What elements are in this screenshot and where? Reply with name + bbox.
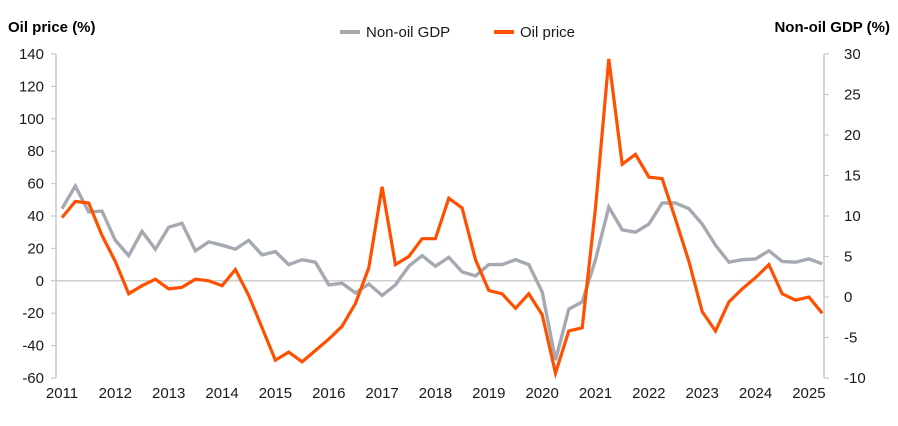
left-axis: 140 120 100 80 60 40 20 0 -20 -40 -60 xyxy=(19,46,57,387)
series-line-non-oil-gdp xyxy=(60,182,823,361)
left-axis-tick-label: -40 xyxy=(22,338,44,355)
x-axis-tick-label: 2013 xyxy=(152,385,185,402)
right-axis-tick-label: 30 xyxy=(844,46,861,63)
right-axis-tick-label: -10 xyxy=(844,370,866,387)
right-axis-tick-label: 10 xyxy=(844,208,861,225)
x-axis-tick-label: 2018 xyxy=(419,385,452,402)
x-axis-tick-label: 2011 xyxy=(46,385,78,402)
right-axis-tick-label: -5 xyxy=(844,330,857,347)
legend-label-non-oil-gdp: Non-oil GDP xyxy=(366,24,450,41)
x-axis-tick-label: 2022 xyxy=(632,385,665,402)
right-axis: 30 25 20 15 10 5 0 -5 -10 xyxy=(823,46,866,387)
x-axis-tick-label: 2014 xyxy=(205,385,238,402)
right-axis-tick-label: 0 xyxy=(844,289,852,306)
x-axis-tick-label: 2012 xyxy=(99,385,132,402)
series-layer xyxy=(60,58,824,380)
left-axis-tick-label: 80 xyxy=(27,143,44,160)
left-axis-tick-label: 60 xyxy=(27,176,44,193)
right-axis-tick-label: 15 xyxy=(844,168,861,185)
x-axis-tick-label: 2019 xyxy=(472,385,505,402)
right-axis-tick-label: 25 xyxy=(844,87,861,104)
left-axis-tick-label: 20 xyxy=(27,240,44,257)
right-axis-title: Non-oil GDP (%) xyxy=(774,19,890,36)
left-axis-tick-label: 120 xyxy=(19,78,44,95)
right-axis-tick-label: 20 xyxy=(844,127,861,144)
left-axis-title: Oil price (%) xyxy=(8,19,96,36)
x-axis-tick-label: 2016 xyxy=(312,385,345,402)
x-axis-tick-label: 2021 xyxy=(579,385,612,402)
left-axis-tick-label: -20 xyxy=(22,305,44,322)
x-axis-tick-label: 2017 xyxy=(365,385,398,402)
x-axis-tick-label: 2023 xyxy=(686,385,719,402)
x-axis-tick-label: 2020 xyxy=(525,385,558,402)
series-line-oil-price xyxy=(60,58,824,380)
left-axis-tick-label: 140 xyxy=(19,46,44,63)
x-axis: 2011 2012 2013 2014 2015 2016 2017 2018 2019 2020… xyxy=(46,385,826,402)
left-axis-tick-label: 40 xyxy=(27,208,44,225)
right-axis-tick-label: 5 xyxy=(844,249,852,266)
left-axis-tick-label: -60 xyxy=(22,370,44,387)
left-axis-tick-label: 0 xyxy=(36,273,44,290)
legend: Non-oil GDP Oil price xyxy=(340,24,575,41)
left-axis-tick-label: 100 xyxy=(19,111,44,128)
x-axis-tick-label: 2024 xyxy=(739,385,772,402)
legend-label-oil-price: Oil price xyxy=(520,24,575,41)
x-axis-tick-label: 2015 xyxy=(259,385,292,402)
x-axis-tick-label: 2025 xyxy=(792,385,825,402)
